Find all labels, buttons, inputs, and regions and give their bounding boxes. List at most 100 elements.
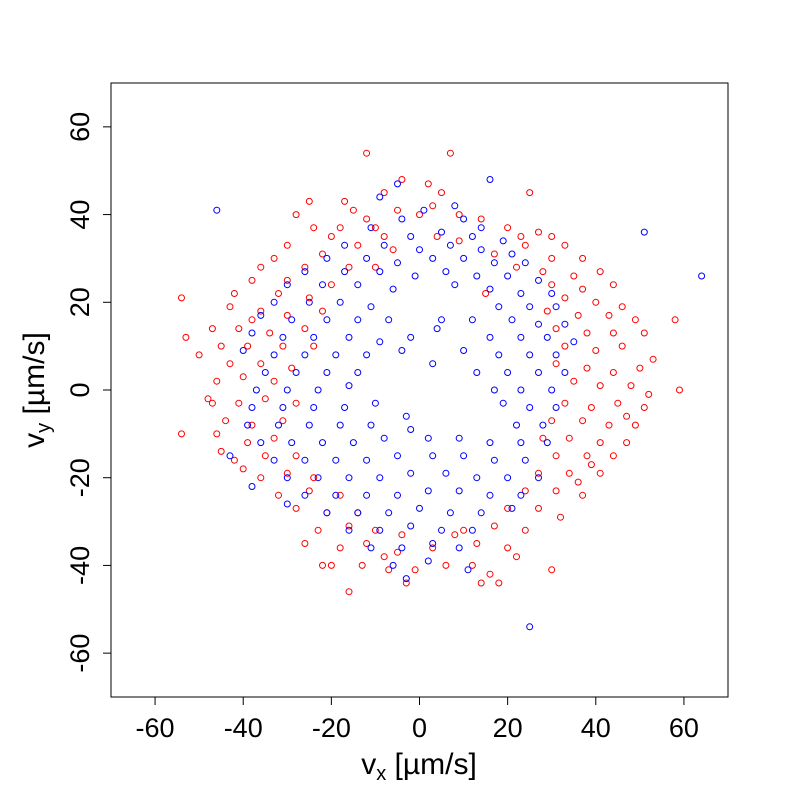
- data-point: [345, 522, 353, 530]
- data-point: [226, 452, 234, 460]
- data-point: [486, 570, 494, 578]
- data-point: [319, 250, 326, 258]
- data-point: [182, 333, 190, 341]
- data-point: [495, 579, 503, 587]
- data-point: [407, 469, 415, 477]
- data-point: [477, 246, 485, 254]
- data-point: [398, 215, 406, 223]
- data-point: [552, 303, 560, 311]
- data-point: [521, 456, 529, 464]
- data-point: [363, 491, 371, 499]
- data-point: [279, 333, 287, 341]
- data-point: [275, 290, 282, 297]
- data-point: [446, 509, 454, 517]
- data-point: [508, 504, 516, 512]
- data-point: [367, 544, 375, 552]
- data-point: [429, 254, 437, 262]
- data-point: [407, 233, 415, 240]
- data-point: [535, 228, 542, 236]
- data-point: [336, 491, 344, 499]
- data-point: [363, 540, 371, 547]
- data-point: [548, 281, 556, 289]
- data-point: [490, 386, 498, 394]
- data-point: [385, 509, 393, 517]
- data-point: [376, 193, 384, 201]
- data-point: [314, 526, 322, 534]
- data-point: [548, 417, 556, 425]
- data-point: [561, 399, 569, 407]
- data-point: [270, 456, 278, 464]
- data-point: [310, 333, 318, 341]
- data-point: [433, 325, 441, 333]
- data-point: [332, 491, 340, 499]
- data-point: [614, 399, 622, 407]
- data-point: [345, 263, 353, 271]
- data-point: [513, 263, 520, 271]
- y-axis-title-subscript: y: [33, 423, 55, 433]
- data-point: [257, 474, 265, 482]
- data-point: [239, 347, 247, 354]
- data-point: [460, 452, 468, 460]
- data-point: [596, 469, 604, 477]
- data-point: [323, 509, 331, 517]
- data-point: [283, 241, 291, 249]
- data-point: [561, 294, 569, 302]
- data-point: [526, 351, 534, 359]
- data-point: [380, 553, 388, 561]
- data-point: [486, 439, 494, 447]
- data-point: [244, 342, 252, 350]
- data-point: [455, 487, 463, 495]
- data-point: [596, 382, 604, 390]
- data-point: [574, 311, 582, 319]
- data-point: [424, 487, 432, 495]
- data-point: [257, 263, 265, 271]
- data-point: [323, 254, 331, 262]
- x-axis-title-main: v: [361, 748, 376, 781]
- data-point: [230, 456, 238, 464]
- x-axis-title-unit: [µm/s]: [386, 748, 477, 781]
- data-point: [504, 272, 512, 280]
- data-point: [261, 395, 269, 403]
- data-point: [587, 461, 595, 469]
- data-point: [438, 228, 445, 236]
- data-point: [301, 491, 309, 499]
- data-point: [288, 316, 296, 324]
- data-point: [275, 491, 282, 499]
- data-point: [394, 491, 401, 499]
- data-point: [380, 233, 388, 240]
- data-point: [279, 404, 287, 411]
- data-point: [424, 434, 432, 442]
- x-axis-title: vx [µm/s]: [361, 748, 477, 785]
- data-point: [367, 224, 375, 232]
- data-point: [217, 342, 225, 350]
- data-point: [239, 465, 247, 473]
- y-tick-label: 0: [65, 382, 95, 397]
- data-point: [579, 491, 587, 499]
- data-point: [345, 588, 353, 596]
- data-point: [539, 434, 547, 442]
- data-point: [552, 325, 560, 333]
- data-point: [310, 404, 318, 411]
- data-point: [543, 333, 551, 341]
- data-point: [521, 259, 529, 267]
- data-point: [283, 469, 291, 477]
- data-point: [226, 303, 234, 311]
- data-point: [429, 452, 437, 460]
- data-point: [358, 561, 366, 569]
- data-point: [283, 386, 291, 394]
- data-point: [517, 491, 525, 499]
- data-point: [490, 259, 498, 267]
- data-point: [394, 180, 401, 188]
- data-point: [314, 474, 322, 482]
- data-point: [490, 522, 498, 530]
- data-point: [376, 338, 384, 346]
- data-point: [301, 263, 309, 271]
- data-point: [570, 377, 578, 385]
- data-point: [341, 241, 349, 249]
- data-point: [583, 329, 591, 337]
- data-point: [548, 254, 556, 262]
- data-point: [319, 281, 326, 289]
- data-point: [336, 544, 344, 552]
- y-axis-title-unit: [µm/s]: [18, 332, 51, 423]
- data-point: [535, 320, 542, 328]
